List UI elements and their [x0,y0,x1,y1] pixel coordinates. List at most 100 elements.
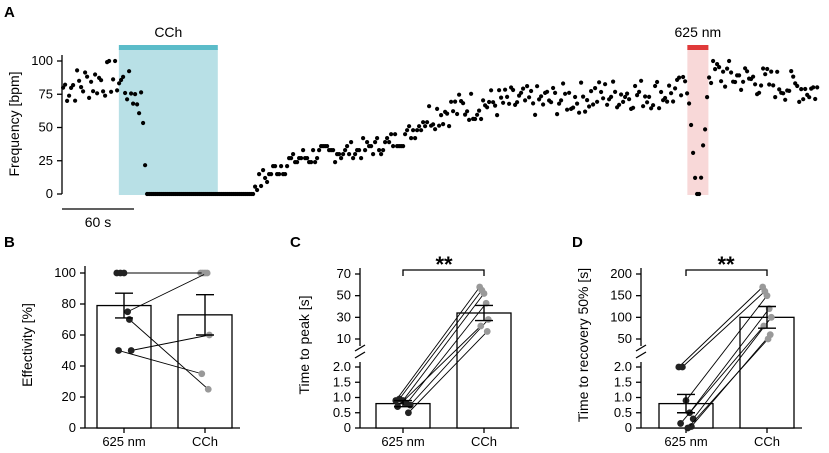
data-point [549,100,554,105]
pair-line [129,319,209,390]
data-point [381,148,386,153]
data-point [125,97,130,102]
panel-d-plot: 00.51.01.52.0 50 100 150 200 [610,266,802,435]
data-point [61,85,66,90]
point-cch [484,316,492,323]
point-625nm [124,308,131,316]
data-point [467,117,472,122]
data-point [801,97,806,102]
data-point [491,100,496,105]
data-point [771,83,776,88]
data-point [687,101,692,106]
data-point [357,148,362,153]
data-point [479,116,484,122]
data-point [481,98,486,103]
data-point [81,89,86,94]
data-point [649,106,654,111]
y-tick-label: 80 [62,296,76,311]
data-point [425,120,430,125]
data-point [699,175,704,180]
panel-a-y-label: Frequency [bpm] [6,71,22,176]
data-point [663,95,668,101]
data-point [63,82,68,87]
data-point [89,79,94,84]
data-point [331,148,336,153]
data-point [777,87,782,92]
point-cch [483,328,491,335]
data-point [305,156,310,161]
panel-c-x-label-2: CCh [471,434,497,449]
data-point [811,85,816,90]
data-point [371,152,376,157]
panel-a-y-tick-label: 50 [39,120,53,135]
data-point [507,101,512,106]
y-tick-label: 30 [337,309,351,324]
data-point [433,127,438,132]
data-point [697,191,702,197]
point-625nm [405,409,412,417]
panel-d-letter: D [572,234,583,251]
data-point [765,66,770,72]
data-point [253,184,258,189]
data-point [301,148,306,153]
y-tick-label: 10 [337,331,351,346]
data-point [465,109,470,114]
significance-bracket [685,269,768,276]
data-point [617,102,622,107]
data-point [633,83,638,89]
pair-line [406,302,487,404]
data-point [317,148,322,153]
data-point [715,62,720,67]
data-point [421,120,426,125]
data-point [599,89,604,95]
data-point [673,86,678,91]
data-point [799,87,804,92]
data-point [437,123,442,128]
data-point [375,136,380,141]
cch-band [118,49,218,195]
data-point [597,80,602,85]
point-cch [204,385,212,393]
data-point [119,77,124,83]
data-point [639,78,644,83]
data-point [717,65,722,70]
data-point [619,92,624,97]
data-point [587,104,592,109]
data-point [669,91,674,96]
pair-line [395,286,481,401]
data-point [685,91,690,96]
data-point [579,80,584,85]
significance-bracket [402,269,485,276]
data-point [603,82,608,87]
data-point [451,109,456,114]
data-point [773,95,778,100]
data-point [449,99,454,104]
data-point [343,148,348,153]
data-point [815,85,820,90]
data-point [693,175,698,180]
data-point [255,187,260,193]
data-point [379,152,384,157]
data-point [389,132,394,137]
pair-line [402,293,485,401]
data-point [135,102,140,107]
data-point [73,98,78,103]
data-point [567,90,572,95]
data-point [365,140,370,145]
y-tick-label: 100 [610,309,632,324]
data-point [627,97,632,102]
data-point [679,93,684,98]
data-point [283,172,288,177]
data-point [709,80,714,86]
data-point [767,82,772,87]
data-point [385,136,390,141]
data-point [555,112,560,117]
data-point [529,88,534,94]
panel-d-x-label-2: CCh [754,434,780,449]
data-point [510,87,516,93]
data-point [413,136,418,141]
data-point [571,105,576,110]
data-point [387,140,392,145]
data-point [373,140,378,145]
